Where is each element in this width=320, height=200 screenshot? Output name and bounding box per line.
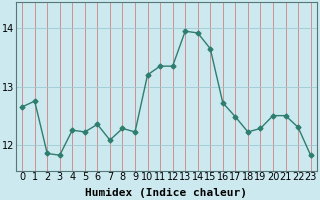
X-axis label: Humidex (Indice chaleur): Humidex (Indice chaleur) <box>85 188 247 198</box>
